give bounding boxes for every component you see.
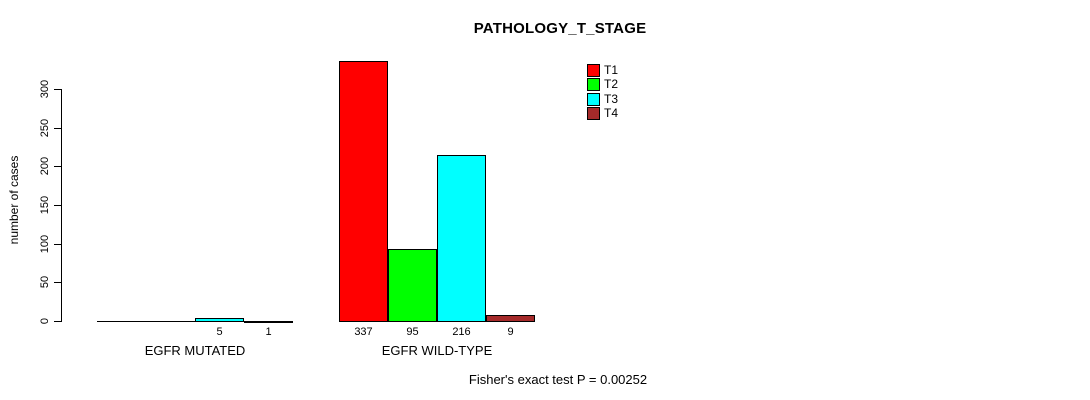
statistical-test-annotation: Fisher's exact test P = 0.00252 — [468, 372, 648, 387]
y-axis-tick — [54, 321, 61, 322]
y-axis-tick — [54, 205, 61, 206]
y-axis-tick-label: 250 — [39, 118, 51, 138]
legend-label: T2 — [604, 77, 619, 91]
bar-value-label: 216 — [452, 326, 471, 338]
chart-title: PATHOLOGY_T_STAGE — [473, 20, 647, 37]
bar-value-label: 9 — [507, 326, 514, 338]
bar-t3-egfr-wild-type — [437, 155, 486, 322]
legend-label: T4 — [604, 106, 619, 120]
category-label-egfr-mutated: EGFR MUTATED — [144, 343, 246, 358]
y-axis-tick-label: 50 — [39, 275, 51, 289]
y-axis-tick — [54, 244, 61, 245]
bar-t2-egfr-wild-type — [388, 249, 437, 322]
legend-item-t4: T4 — [587, 107, 618, 120]
bar-t1-egfr-wild-type — [339, 61, 388, 322]
bar-value-label: 1 — [265, 326, 272, 338]
y-axis-tick — [54, 89, 61, 90]
y-axis-tick-label: 100 — [39, 234, 51, 254]
legend-swatch-t2 — [587, 78, 600, 91]
y-axis-tick-label: 200 — [39, 156, 51, 176]
legend-item-t1: T1 — [587, 64, 618, 77]
legend-swatch-t3 — [587, 93, 600, 106]
bar-value-label: 337 — [354, 326, 373, 338]
bar-t4-egfr-wild-type — [486, 315, 535, 322]
legend-label: T3 — [604, 92, 619, 106]
legend-swatch-t4 — [587, 107, 600, 120]
category-label-egfr-wild-type: EGFR WILD-TYPE — [381, 343, 493, 358]
y-axis-tick — [54, 282, 61, 283]
bar-t4-egfr-mutated — [244, 321, 293, 323]
bar-value-label: 5 — [216, 326, 223, 338]
y-axis-tick — [54, 166, 61, 167]
y-axis-line — [61, 89, 62, 322]
y-axis-tick-label: 0 — [39, 317, 51, 325]
y-axis-tick-label: 300 — [39, 79, 51, 99]
legend-item-t2: T2 — [587, 78, 618, 91]
bar-t3-egfr-mutated — [195, 318, 244, 322]
legend-item-t3: T3 — [587, 93, 618, 106]
y-axis-tick-label: 150 — [39, 195, 51, 215]
legend-swatch-t1 — [587, 64, 600, 77]
y-axis-tick — [54, 128, 61, 129]
bar-value-label: 95 — [406, 326, 419, 338]
legend-label: T1 — [604, 63, 619, 77]
